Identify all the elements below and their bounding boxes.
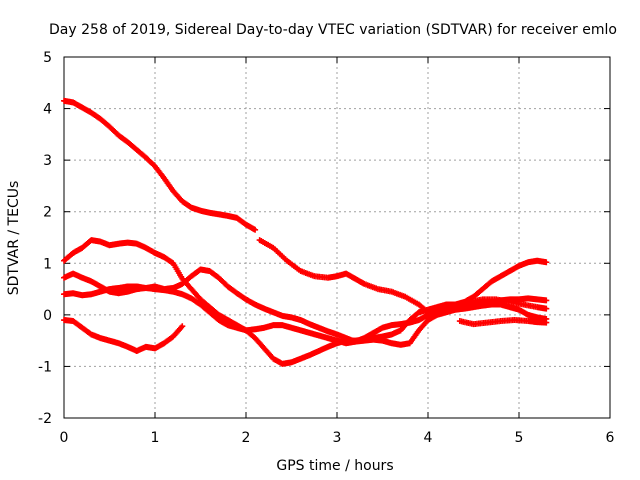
y-tick-label: 0 (43, 308, 52, 324)
y-tick-label: -2 (38, 411, 52, 427)
y-tick-label: 4 (43, 102, 52, 118)
x-tick-label: 6 (606, 430, 615, 446)
chart-title: Day 258 of 2019, Sidereal Day-to-day VTE… (49, 22, 617, 38)
x-tick-label: 4 (424, 430, 433, 446)
x-tick-label: 0 (60, 430, 69, 446)
data-point (179, 323, 186, 330)
y-tick-label: 2 (43, 205, 52, 221)
series-track-7 (456, 317, 550, 328)
data-point (543, 259, 550, 266)
x-tick-label: 5 (515, 430, 524, 446)
data-points (61, 97, 550, 367)
x-tick-label: 1 (151, 430, 160, 446)
y-tick-label: 1 (43, 256, 52, 272)
y-tick-label: -1 (38, 359, 52, 375)
series-track-5 (61, 266, 550, 348)
x-tick-label: 3 (333, 430, 342, 446)
y-tick-label: 3 (43, 153, 52, 169)
x-tick-label: 2 (242, 430, 251, 446)
data-point (543, 305, 550, 312)
x-tick-labels: 0 1 2 3 4 5 6 (60, 430, 615, 446)
y-axis-label: SDTVAR / TECUs (6, 181, 22, 296)
y-tick-labels: -2 -1 0 1 2 3 4 5 (38, 50, 52, 427)
data-point (252, 226, 259, 233)
series-track-1 (61, 97, 259, 233)
grid-lines (64, 57, 610, 418)
data-point (543, 297, 550, 304)
y-tick-label: 5 (43, 50, 52, 66)
axis-ticks (63, 56, 611, 419)
x-axis-label: GPS time / hours (276, 458, 393, 474)
data-point (543, 319, 550, 326)
series-track-6 (61, 317, 186, 354)
